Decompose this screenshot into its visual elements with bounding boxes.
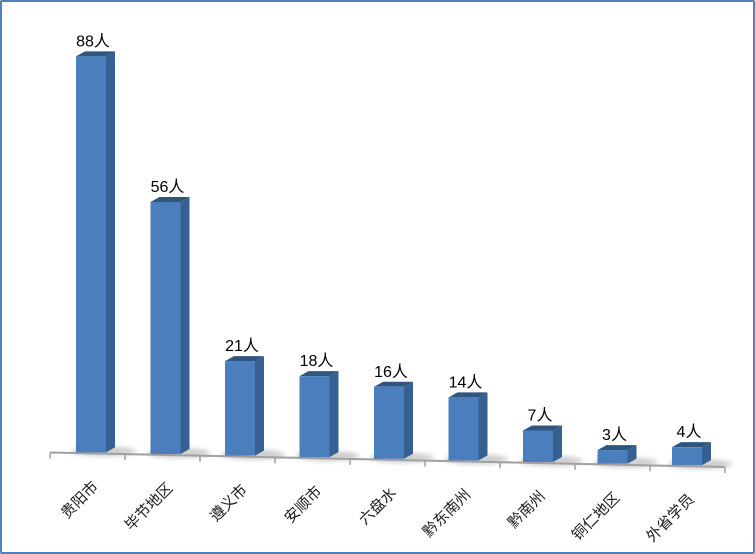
bar-value-label: 7人	[528, 406, 553, 424]
bar-front-face	[374, 386, 404, 459]
bar-group-5	[448, 392, 488, 461]
bar-group-2	[225, 356, 264, 456]
bar-value-label: 56人	[151, 178, 185, 196]
x-axis-category-label: 毕节地区	[122, 480, 176, 534]
x-axis-category-label: 贵阳市	[58, 478, 102, 522]
x-axis-line	[49, 451, 726, 468]
bar-side-face	[627, 445, 637, 464]
x-axis-category-label: 黔南州	[505, 488, 549, 532]
bar-value-label: 16人	[374, 363, 408, 381]
bar-value-labels: 88人 56人 21人 18人 16人 14人 7人 3人 4人	[76, 32, 701, 444]
bar-front-face	[672, 447, 702, 466]
bar-series	[76, 51, 711, 466]
x-axis-category-label: 外省学员	[643, 491, 697, 545]
bar-value-label: 88人	[76, 32, 110, 50]
bar-group-4	[374, 381, 413, 459]
bar-side-face	[255, 356, 264, 456]
bar-group-7	[597, 445, 637, 464]
bar-side-face	[553, 425, 562, 462]
bar-value-label: 21人	[225, 337, 259, 355]
bar-top-face	[76, 51, 115, 57]
bar-top-face	[225, 356, 264, 362]
bar-side-face	[106, 51, 115, 453]
bar-group-6	[523, 425, 562, 462]
bar-front-face	[225, 361, 255, 456]
x-axis-category-label: 遵义市	[206, 481, 251, 526]
bar-side-face	[404, 381, 413, 459]
bar-side-face	[478, 392, 488, 461]
bar-side-face	[702, 442, 711, 466]
x-axis-category-label: 铜仁地区	[569, 489, 623, 543]
bar-top-face	[299, 371, 339, 377]
bar-group-8	[672, 442, 711, 466]
bar-front-face	[523, 430, 553, 462]
bar-front-face	[597, 450, 628, 464]
bar-top-face	[672, 442, 711, 448]
x-axis-category-labels: 贵阳市 毕节地区 遵义市 安顺市 六盘水 黔东南州 黔南州 铜仁地区 外省学员	[58, 478, 698, 545]
bar-top-face	[448, 392, 488, 398]
bar-value-label: 3人	[602, 426, 627, 444]
bar-front-face	[299, 376, 330, 458]
bar-front-face	[448, 397, 479, 461]
bar-group-0	[76, 51, 115, 453]
bar-value-label: 4人	[677, 423, 702, 441]
bar-top-face	[597, 445, 637, 451]
bar-value-label: 18人	[300, 352, 334, 370]
bar-front-face	[76, 56, 106, 453]
bar-front-face	[150, 201, 181, 454]
bar-side-face	[329, 371, 339, 458]
x-axis-category-label: 安顺市	[281, 483, 325, 527]
bar-value-label: 14人	[449, 373, 483, 391]
bar-top-face	[150, 196, 190, 202]
x-axis	[49, 451, 726, 473]
x-axis-category-label: 黔东南州	[420, 486, 474, 540]
bar-group-3	[299, 371, 339, 458]
bar-top-face	[374, 381, 413, 387]
bar-side-face	[180, 196, 190, 454]
x-axis-category-label: 六盘水	[355, 484, 400, 529]
bar-group-1	[150, 196, 190, 454]
bar-top-face	[523, 425, 562, 431]
